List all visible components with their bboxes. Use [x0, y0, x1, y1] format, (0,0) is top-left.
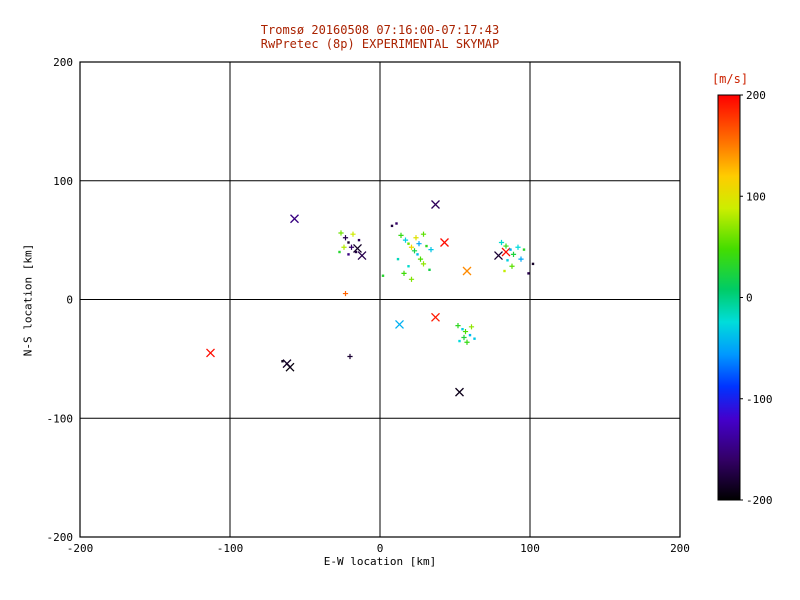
- tick-labels: -200 -100 0 100 200 -200 -100 0 100 200: [47, 56, 690, 555]
- data-point-cross: [494, 251, 503, 261]
- plot-subtitle: RwPretec (8p) EXPERIMENTAL SKYMAP: [260, 37, 500, 51]
- data-point-dot: [473, 337, 476, 340]
- y-tick-label: 0: [66, 294, 73, 307]
- data-point-cross: [282, 359, 292, 369]
- data-point-plus: [342, 235, 349, 241]
- data-point-cross: [431, 312, 440, 322]
- data-point-dot: [468, 333, 472, 337]
- grid-lines: [80, 62, 680, 537]
- data-point-dot: [531, 262, 535, 266]
- data-point-plus: [398, 232, 404, 238]
- data-point-dot: [503, 269, 506, 273]
- data-point-plus: [509, 263, 515, 269]
- colorbar-tick-label: 200: [746, 89, 766, 102]
- data-point-plus: [347, 353, 353, 360]
- data-point-plus: [350, 231, 356, 237]
- data-point-dot: [458, 339, 461, 343]
- data-point-cross: [501, 247, 511, 257]
- data-point-plus: [417, 256, 424, 262]
- data-point-dot: [407, 242, 410, 245]
- data-point-plus: [518, 256, 524, 262]
- x-tick-label: -100: [217, 542, 244, 555]
- data-point-plus: [464, 339, 470, 345]
- data-point-dot: [416, 253, 419, 256]
- data-point-plus: [408, 276, 415, 282]
- data-point-dot: [527, 272, 530, 275]
- data-point-cross: [290, 214, 299, 224]
- data-point-dot: [390, 224, 394, 228]
- data-point-plus: [416, 241, 422, 247]
- data-point-plus: [455, 323, 461, 329]
- colorbar-tick-label: 100: [746, 190, 766, 203]
- data-point-plus: [341, 244, 347, 250]
- data-point-dot: [395, 222, 398, 225]
- data-point-dot: [357, 238, 361, 242]
- data-point-plus: [503, 243, 509, 249]
- data-point-plus: [462, 328, 469, 335]
- colorbar-units-label: [m/s]: [711, 72, 749, 86]
- x-tick-label: -200: [67, 542, 94, 555]
- plot-title: Tromsø 20160508 07:16:00-07:17:43: [260, 23, 500, 37]
- data-point-plus: [408, 244, 415, 250]
- data-point-dot: [281, 360, 284, 363]
- y-tick-label: 200: [53, 56, 73, 69]
- scatter-points: [206, 200, 535, 397]
- colorbar-tick-label: 0: [746, 292, 753, 305]
- x-tick-label: 0: [377, 542, 384, 555]
- data-point-dot: [428, 268, 431, 272]
- x-tick-label: 100: [520, 542, 540, 555]
- data-point-dot: [338, 250, 341, 254]
- data-point-cross: [353, 243, 362, 253]
- data-point-plus: [461, 334, 467, 341]
- plot-frame: [79, 61, 681, 538]
- y-tick-label: -200: [47, 531, 74, 544]
- data-point-cross: [455, 387, 464, 397]
- data-point-dot: [522, 248, 526, 251]
- data-point-plus: [413, 235, 419, 241]
- data-point-plus: [338, 230, 344, 236]
- data-point-dot: [354, 250, 358, 254]
- data-point-plus: [468, 324, 475, 330]
- data-point-plus: [515, 244, 521, 250]
- data-point-plus: [348, 244, 355, 250]
- data-point-dot: [407, 265, 410, 268]
- data-point-plus: [401, 270, 407, 276]
- colorbar-ticks: 200 100 0 -100 -200: [740, 89, 773, 507]
- data-point-cross: [206, 348, 215, 358]
- data-point-dot: [509, 248, 512, 251]
- data-point-plus: [342, 290, 349, 297]
- colorbar-tick-label: -100: [746, 393, 773, 406]
- data-point-dot: [347, 241, 350, 244]
- data-point-plus: [411, 248, 418, 254]
- data-point-cross: [395, 319, 404, 329]
- y-axis-label: N-S location [km]: [21, 243, 35, 357]
- data-point-cross: [440, 238, 449, 247]
- x-tick-label: 200: [670, 542, 690, 555]
- data-point-plus: [402, 237, 409, 243]
- data-point-cross: [462, 266, 472, 276]
- data-point-cross: [357, 251, 367, 261]
- y-tick-label: 100: [53, 175, 73, 188]
- y-tick-label: -100: [47, 412, 74, 425]
- data-point-plus: [420, 231, 427, 237]
- data-point-dot: [425, 244, 428, 248]
- data-point-dot: [347, 253, 350, 256]
- data-point-dot: [396, 257, 400, 261]
- data-point-plus: [510, 251, 517, 257]
- colorbar-tick-label: -200: [746, 494, 773, 507]
- data-point-dot: [506, 259, 509, 262]
- data-point-dot: [381, 274, 385, 277]
- data-point-cross: [431, 200, 440, 209]
- data-point-dot: [461, 327, 464, 331]
- colorbar: [717, 94, 741, 501]
- data-point-plus: [420, 261, 427, 267]
- data-point-plus: [498, 239, 505, 246]
- data-point-plus: [428, 247, 434, 253]
- x-axis-label: E-W location [km]: [323, 555, 437, 568]
